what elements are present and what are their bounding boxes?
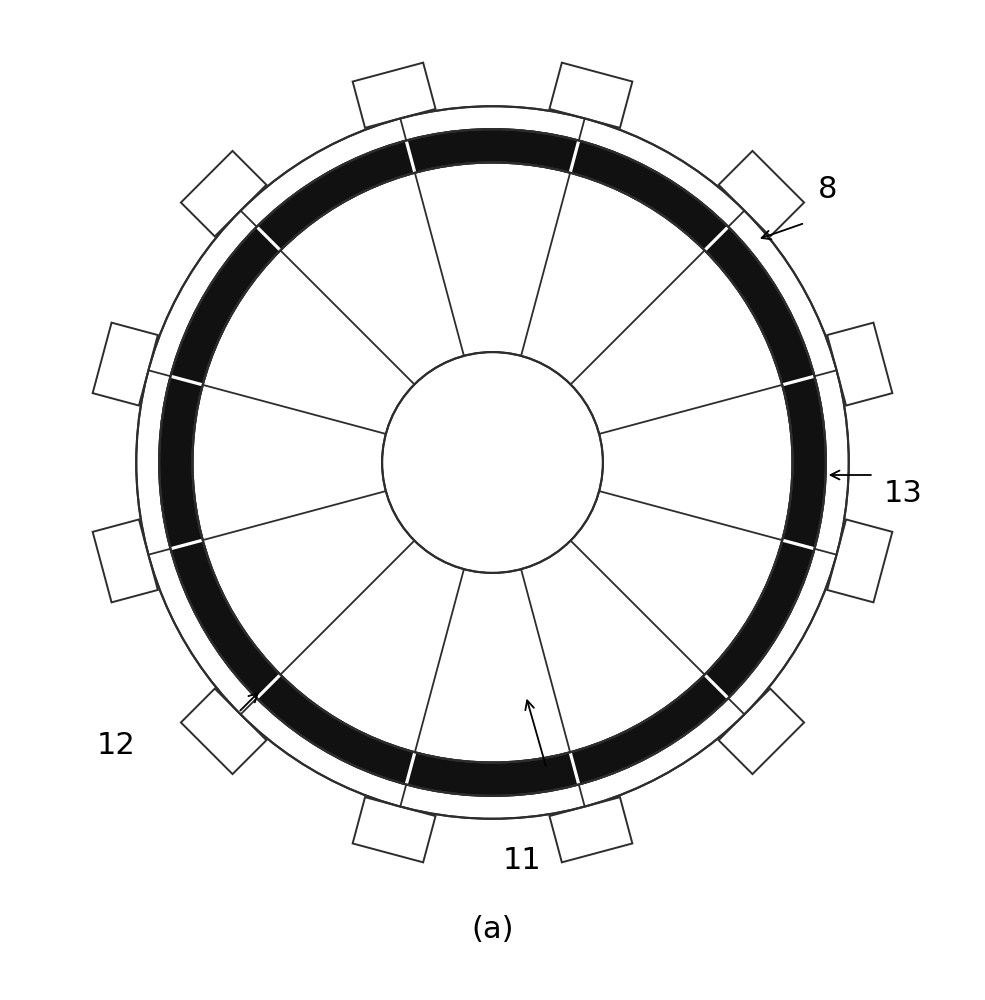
- Polygon shape: [827, 323, 892, 406]
- Polygon shape: [719, 151, 804, 236]
- Polygon shape: [550, 797, 632, 862]
- Polygon shape: [93, 519, 158, 602]
- Circle shape: [136, 106, 849, 819]
- Circle shape: [192, 162, 793, 762]
- Polygon shape: [353, 797, 435, 862]
- Circle shape: [192, 162, 793, 762]
- Circle shape: [382, 352, 603, 573]
- Circle shape: [160, 129, 825, 796]
- Circle shape: [80, 50, 905, 875]
- Text: (a): (a): [471, 915, 514, 944]
- Polygon shape: [181, 151, 266, 236]
- Polygon shape: [827, 519, 892, 602]
- Text: 13: 13: [885, 479, 923, 508]
- Polygon shape: [93, 323, 158, 406]
- Polygon shape: [719, 689, 804, 774]
- Polygon shape: [550, 63, 632, 128]
- Polygon shape: [353, 63, 435, 128]
- Text: 11: 11: [502, 846, 541, 875]
- Text: 12: 12: [97, 731, 135, 760]
- Text: 8: 8: [818, 175, 837, 204]
- Polygon shape: [181, 689, 266, 774]
